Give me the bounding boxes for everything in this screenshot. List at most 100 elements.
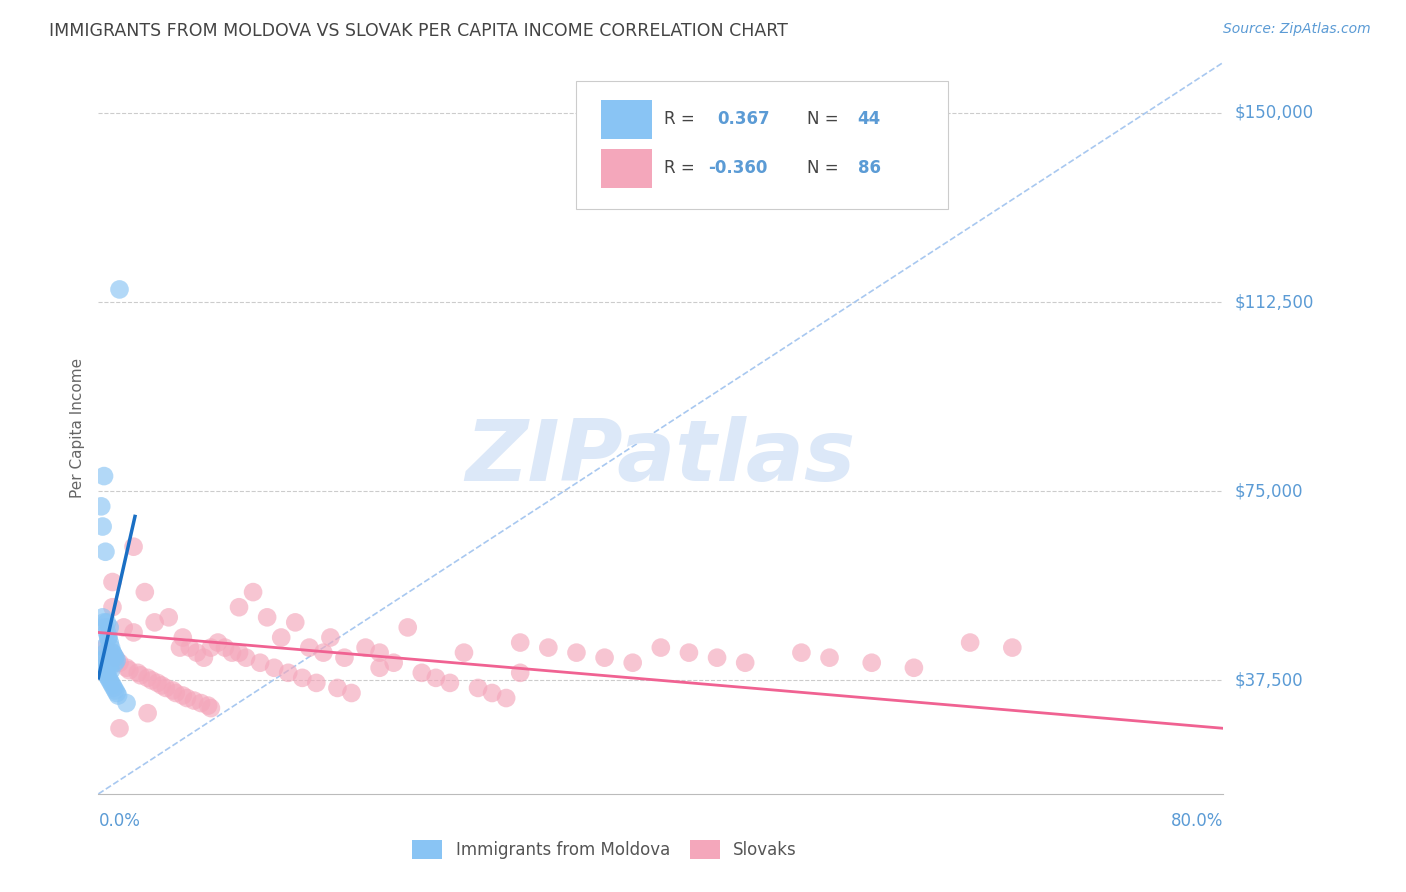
Point — [481, 686, 503, 700]
Point — [284, 615, 307, 630]
Point — [98, 646, 121, 660]
Point — [790, 646, 813, 660]
Point — [903, 661, 925, 675]
Text: 86: 86 — [858, 160, 880, 178]
Point — [169, 640, 191, 655]
Point — [509, 635, 531, 649]
Point — [97, 631, 120, 645]
Point — [94, 640, 117, 655]
Point — [101, 646, 124, 660]
Text: IMMIGRANTS FROM MOLDOVA VS SLOVAK PER CAPITA INCOME CORRELATION CHART: IMMIGRANTS FROM MOLDOVA VS SLOVAK PER CA… — [49, 22, 789, 40]
Point — [333, 650, 356, 665]
Point — [141, 673, 163, 688]
Point — [298, 640, 321, 655]
Point — [277, 665, 299, 680]
Point — [143, 615, 166, 630]
Point — [129, 668, 152, 682]
Point — [98, 673, 121, 688]
Text: R =: R = — [664, 160, 695, 178]
Point — [382, 656, 405, 670]
Point — [94, 545, 117, 559]
Point — [509, 665, 531, 680]
Point — [354, 640, 377, 655]
Point — [150, 678, 173, 692]
Point — [183, 693, 205, 707]
Point — [200, 701, 222, 715]
Text: 80.0%: 80.0% — [1171, 812, 1223, 830]
Point — [98, 661, 121, 675]
Point — [100, 676, 122, 690]
Point — [136, 706, 159, 721]
Point — [425, 671, 447, 685]
Point — [96, 668, 118, 682]
Point — [146, 676, 169, 690]
Point — [112, 620, 135, 634]
Point — [91, 519, 114, 533]
Point — [959, 635, 981, 649]
Point — [118, 663, 141, 677]
Point — [101, 678, 124, 692]
Point — [172, 689, 194, 703]
Point — [593, 650, 616, 665]
Point — [495, 691, 517, 706]
Point — [319, 631, 342, 645]
Point — [97, 658, 120, 673]
Point — [103, 681, 125, 695]
Point — [94, 650, 117, 665]
Point — [305, 676, 328, 690]
Text: N =: N = — [807, 111, 838, 128]
Point — [90, 500, 112, 514]
Point — [94, 646, 117, 660]
Point — [650, 640, 672, 655]
Point — [228, 600, 250, 615]
Point — [91, 661, 114, 675]
Point — [179, 640, 201, 655]
Point — [97, 631, 120, 645]
Point — [100, 640, 122, 655]
Point — [214, 640, 236, 655]
Point — [291, 671, 314, 685]
Point — [115, 696, 138, 710]
Point — [93, 469, 115, 483]
Point — [197, 698, 219, 713]
Point — [134, 585, 156, 599]
Point — [242, 585, 264, 599]
Point — [136, 671, 159, 685]
Point — [101, 646, 124, 660]
Point — [108, 656, 131, 670]
Point — [104, 683, 127, 698]
FancyBboxPatch shape — [576, 81, 948, 209]
Point — [340, 686, 363, 700]
Text: -0.360: -0.360 — [709, 160, 768, 178]
Point — [396, 620, 419, 634]
Text: $75,000: $75,000 — [1234, 483, 1303, 500]
Point — [101, 600, 124, 615]
Point — [155, 681, 177, 695]
Point — [172, 631, 194, 645]
Point — [734, 656, 756, 670]
Legend: Immigrants from Moldova, Slovaks: Immigrants from Moldova, Slovaks — [405, 833, 804, 866]
Point — [368, 661, 391, 675]
Point — [818, 650, 841, 665]
Point — [122, 540, 145, 554]
Point — [96, 625, 118, 640]
Point — [98, 620, 121, 634]
Point — [228, 646, 250, 660]
Text: $112,500: $112,500 — [1234, 293, 1313, 311]
FancyBboxPatch shape — [602, 149, 652, 188]
Text: 0.0%: 0.0% — [98, 812, 141, 830]
Text: N =: N = — [807, 160, 838, 178]
Point — [103, 650, 125, 665]
Point — [105, 653, 128, 667]
Text: $150,000: $150,000 — [1234, 103, 1313, 122]
Point — [127, 665, 149, 680]
Point — [193, 650, 215, 665]
Text: ZIPatlas: ZIPatlas — [465, 416, 856, 499]
Point — [105, 686, 128, 700]
Point — [96, 615, 118, 630]
Point — [678, 646, 700, 660]
Point — [860, 656, 883, 670]
Point — [101, 574, 124, 589]
Text: R =: R = — [664, 111, 695, 128]
Point — [104, 650, 127, 665]
